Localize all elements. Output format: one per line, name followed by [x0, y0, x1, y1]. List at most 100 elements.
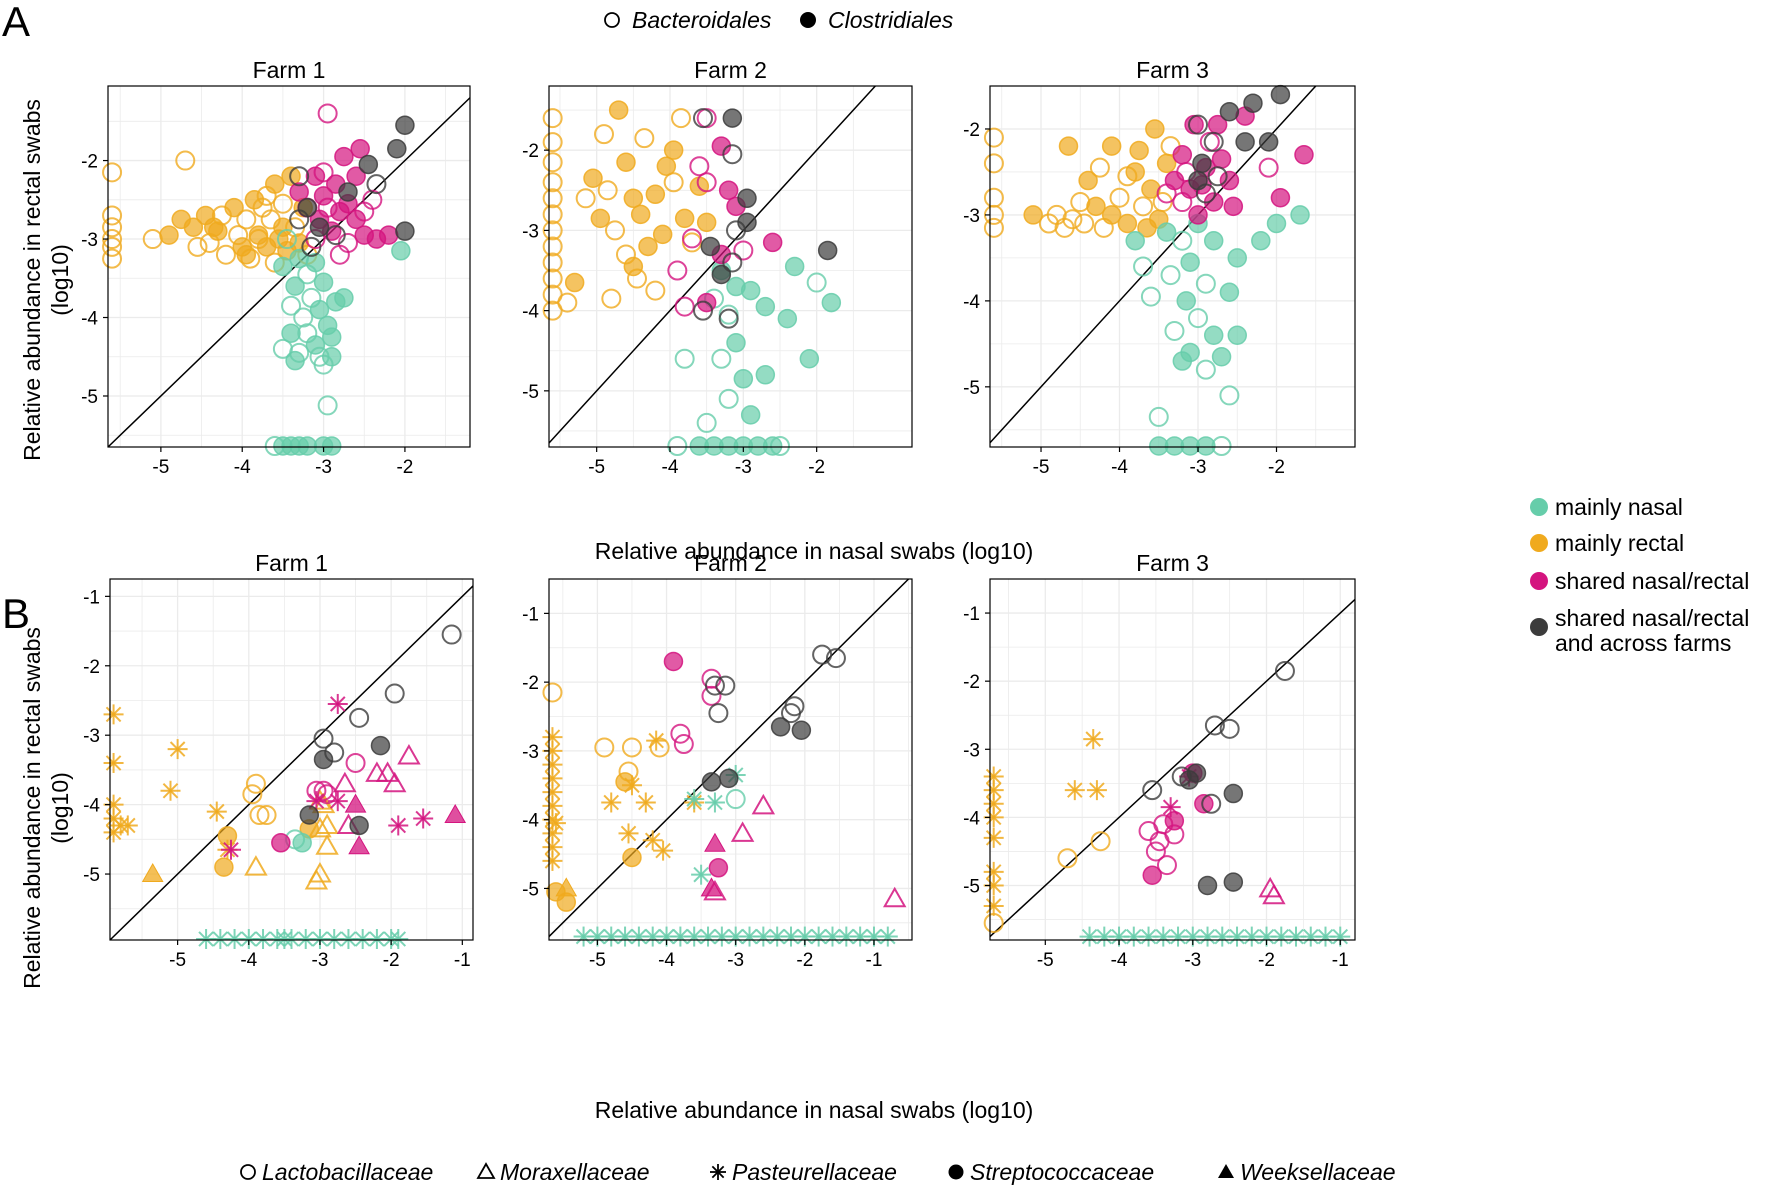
x-tick-label: -4: [1111, 457, 1128, 478]
data-point: [1137, 218, 1157, 238]
data-point: [397, 744, 421, 765]
data-point: [305, 252, 326, 273]
panel-frame: [548, 85, 913, 448]
series-mainly-nasal: [264, 229, 411, 456]
data-point: [825, 648, 846, 669]
data-point: [313, 162, 334, 183]
x-tick-label: -5: [588, 457, 605, 478]
data-point: [345, 752, 366, 773]
data-point: [621, 775, 642, 796]
data-point: [542, 850, 563, 871]
data-point: [1195, 359, 1216, 380]
plot-area: [110, 579, 473, 940]
data-point: [272, 193, 293, 214]
x-tick-label: -3: [315, 457, 332, 478]
legend-mainly-nasal-label: mainly nasal: [1555, 494, 1683, 520]
data-point: [1141, 179, 1161, 199]
data-point: [267, 929, 288, 949]
data-point: [1142, 780, 1163, 801]
data-point: [305, 335, 326, 355]
data-point: [292, 833, 312, 853]
data-point: [273, 217, 293, 238]
data-point: [1204, 715, 1225, 736]
data-point: [289, 182, 309, 202]
data-point: [691, 864, 712, 885]
y-tick-label: -3: [83, 726, 100, 747]
data-point: [1258, 132, 1279, 152]
x-tick-label: -4: [658, 950, 675, 971]
plot-area: [549, 86, 912, 447]
data-point: [1074, 213, 1095, 234]
y-tick-label: -4: [963, 292, 980, 313]
data-point: [1212, 926, 1233, 947]
data-point: [297, 436, 318, 456]
data-point: [583, 168, 603, 189]
data-point: [244, 855, 268, 876]
data-point: [1184, 114, 1204, 135]
data-point: [597, 180, 618, 201]
panel-frame: [109, 578, 474, 941]
data-point: [784, 256, 805, 277]
data-point: [325, 225, 346, 246]
data-point: [564, 272, 585, 293]
data-point: [663, 140, 684, 160]
data-point: [1086, 196, 1106, 217]
data-point: [289, 166, 310, 187]
data-point: [1101, 205, 1122, 225]
data-point: [622, 847, 642, 868]
data-point: [806, 272, 827, 293]
data-point: [812, 644, 833, 665]
y-tick-label: -5: [83, 865, 100, 886]
family-legend-item: Weeksellaceae: [1218, 1159, 1396, 1185]
order-legend: Bacteroidales Clostridiales: [604, 7, 954, 33]
data-point: [684, 789, 705, 810]
data-point: [791, 720, 812, 741]
data-point: [313, 186, 334, 206]
data-point: [349, 815, 369, 836]
data-point: [1180, 252, 1200, 272]
data-point: [722, 108, 743, 128]
series-shared-nasal-rectal-and-across-farms: [1188, 84, 1291, 204]
data-point: [1142, 865, 1162, 886]
data-point: [321, 436, 342, 456]
data-point: [605, 220, 625, 241]
data-point: [762, 232, 783, 253]
x-tick-label: -3: [1184, 950, 1201, 971]
data-point: [542, 188, 563, 209]
data-point: [236, 209, 257, 230]
scatter-panel-1: -5 -4 -3 -2 -2 -3 -4 -5 Farm 1: [81, 57, 471, 478]
y-axis-title-b-line2: (log10): [47, 772, 73, 844]
data-point: [256, 185, 277, 206]
data-point: [395, 221, 415, 241]
data-point: [382, 771, 407, 793]
series-shared-nasal-rectal-and-across-farms: [701, 644, 846, 792]
data-point: [983, 217, 1004, 238]
legend-mainly-rectal-marker: [1530, 534, 1548, 552]
y-tick-label: -2: [963, 120, 980, 141]
data-point: [740, 280, 761, 301]
data-point: [281, 295, 302, 316]
y-tick-label: -1: [963, 604, 980, 625]
data-point: [656, 926, 677, 947]
data-point: [1194, 794, 1214, 814]
data-point: [674, 208, 695, 229]
y-tick-label: -3: [963, 206, 980, 227]
identity-line: [989, 598, 1356, 938]
data-point: [1117, 213, 1138, 234]
data-point: [708, 703, 729, 724]
panel-frame: [989, 578, 1356, 941]
data-point: [983, 912, 1004, 933]
y-axis-title-a-line1: Relative abundance in rectal swabs: [19, 99, 45, 461]
data-point: [652, 224, 673, 245]
data-point: [623, 188, 644, 209]
family-legend-item: Lactobacillaceae: [240, 1159, 433, 1185]
x-tick-label: -5: [1033, 457, 1050, 478]
data-point: [628, 926, 649, 947]
legend-mainly-nasal-marker: [1530, 498, 1548, 516]
data-point: [102, 217, 123, 238]
data-point: [1219, 282, 1240, 303]
panel-title: Farm 1: [255, 550, 328, 576]
data-point: [313, 780, 334, 801]
x-axis-title-a: Relative abundance in nasal swabs (log10…: [595, 538, 1034, 564]
data-point: [590, 208, 611, 229]
